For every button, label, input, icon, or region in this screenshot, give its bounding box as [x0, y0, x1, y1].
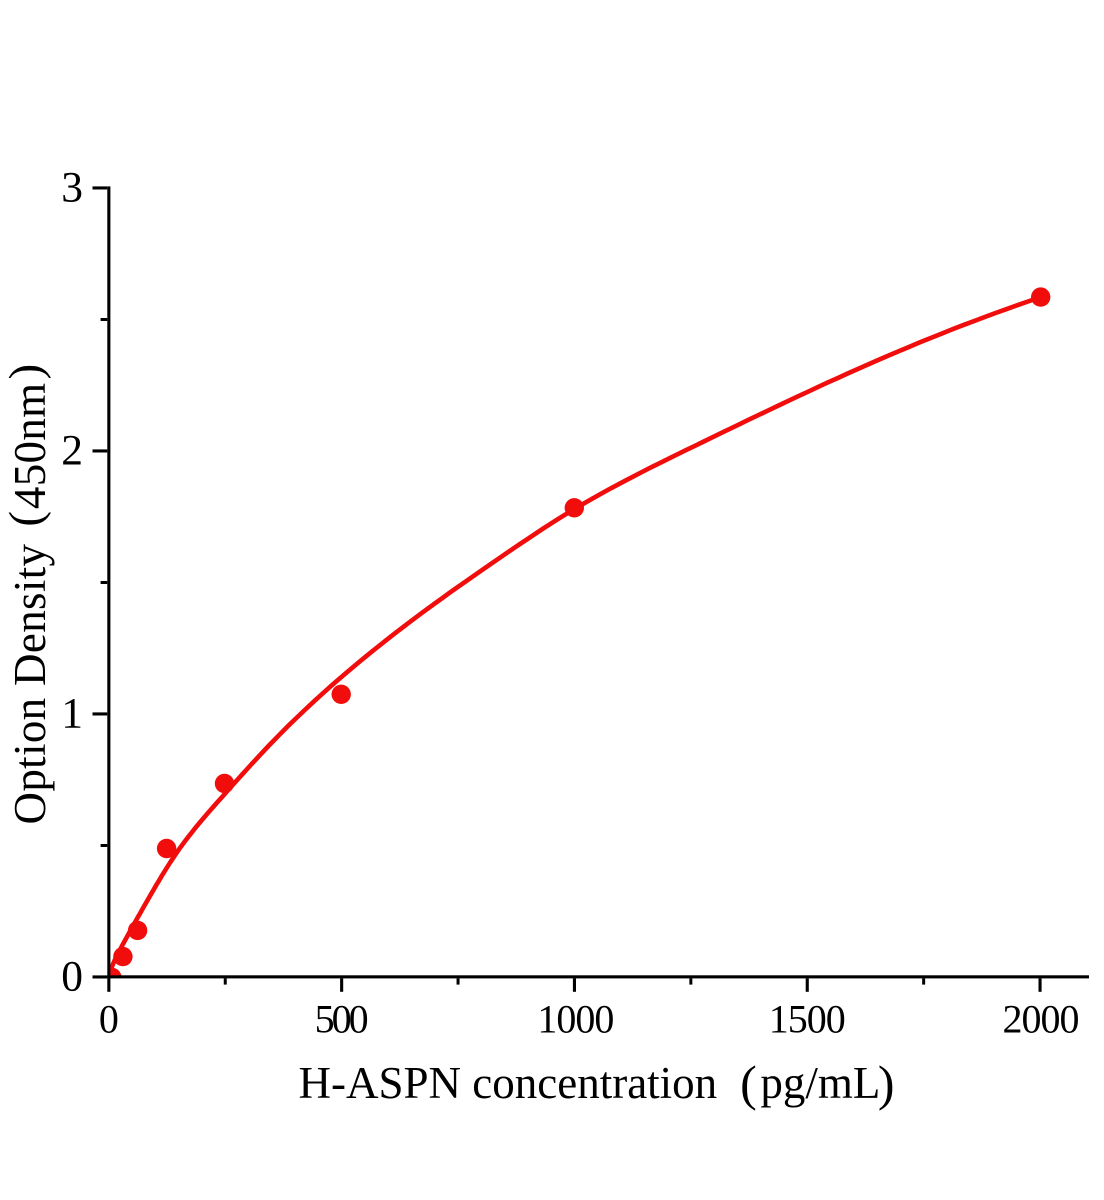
svg-text:500: 500 [315, 997, 369, 1042]
svg-text:Option Density(450nm): Option Density(450nm) [0, 364, 55, 825]
svg-text:2000: 2000 [1003, 997, 1080, 1042]
svg-text:0: 0 [99, 997, 119, 1042]
svg-text:1000: 1000 [537, 997, 614, 1042]
svg-text:3: 3 [61, 164, 83, 212]
svg-text:H-ASPN concentration(pg/mL): H-ASPN concentration (pg/mL) [299, 1055, 895, 1111]
svg-text:1500: 1500 [769, 997, 846, 1042]
svg-text:2: 2 [61, 427, 83, 475]
svg-text:1: 1 [61, 690, 83, 738]
svg-text:0: 0 [61, 953, 83, 1001]
